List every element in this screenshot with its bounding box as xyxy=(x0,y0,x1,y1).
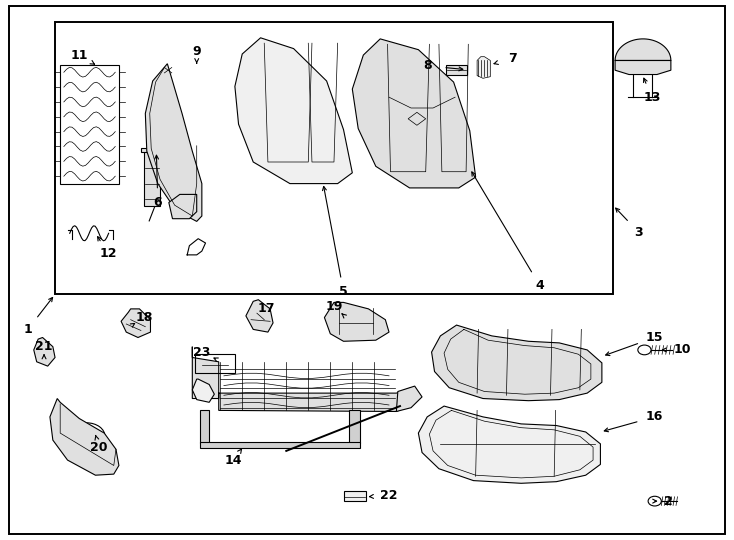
Polygon shape xyxy=(149,206,155,221)
Text: 19: 19 xyxy=(325,300,343,313)
Polygon shape xyxy=(145,64,202,221)
Text: 18: 18 xyxy=(135,311,153,324)
Text: 7: 7 xyxy=(508,52,517,65)
Polygon shape xyxy=(352,39,476,188)
Polygon shape xyxy=(169,194,197,219)
Text: 2: 2 xyxy=(664,495,672,508)
Text: 16: 16 xyxy=(646,410,664,423)
Polygon shape xyxy=(324,302,389,341)
Bar xyxy=(60,65,119,184)
Bar xyxy=(55,22,613,294)
Bar xyxy=(195,354,235,373)
Text: 22: 22 xyxy=(380,489,398,502)
Polygon shape xyxy=(235,38,352,184)
Polygon shape xyxy=(34,338,55,366)
Polygon shape xyxy=(144,151,160,206)
Text: 9: 9 xyxy=(192,45,201,58)
Circle shape xyxy=(648,496,661,506)
Polygon shape xyxy=(246,300,273,332)
Text: 5: 5 xyxy=(339,285,348,298)
Text: 8: 8 xyxy=(423,59,432,72)
Text: 4: 4 xyxy=(535,279,544,292)
Circle shape xyxy=(68,423,105,450)
Polygon shape xyxy=(477,57,490,78)
Text: 23: 23 xyxy=(193,346,211,359)
Text: 14: 14 xyxy=(225,454,242,467)
Polygon shape xyxy=(200,442,360,448)
Polygon shape xyxy=(50,399,119,475)
Polygon shape xyxy=(432,325,602,401)
Text: 6: 6 xyxy=(153,196,162,209)
Bar xyxy=(446,65,467,75)
Circle shape xyxy=(251,114,266,125)
Text: 17: 17 xyxy=(258,302,275,315)
Polygon shape xyxy=(396,386,422,411)
Polygon shape xyxy=(141,148,163,152)
Polygon shape xyxy=(349,410,360,443)
Circle shape xyxy=(638,345,651,355)
Text: 3: 3 xyxy=(634,226,643,239)
Text: 21: 21 xyxy=(35,340,53,353)
Text: 10: 10 xyxy=(674,343,691,356)
Text: 20: 20 xyxy=(90,441,108,454)
Text: 1: 1 xyxy=(23,323,32,336)
Text: 11: 11 xyxy=(70,49,88,62)
Text: 15: 15 xyxy=(646,331,664,344)
Polygon shape xyxy=(418,406,600,483)
Bar xyxy=(344,491,366,501)
Polygon shape xyxy=(192,347,420,411)
Circle shape xyxy=(184,199,198,210)
Polygon shape xyxy=(615,39,671,75)
Text: 12: 12 xyxy=(100,247,117,260)
Polygon shape xyxy=(192,379,214,402)
Polygon shape xyxy=(200,410,209,443)
Polygon shape xyxy=(121,309,150,338)
Text: 13: 13 xyxy=(643,91,661,104)
